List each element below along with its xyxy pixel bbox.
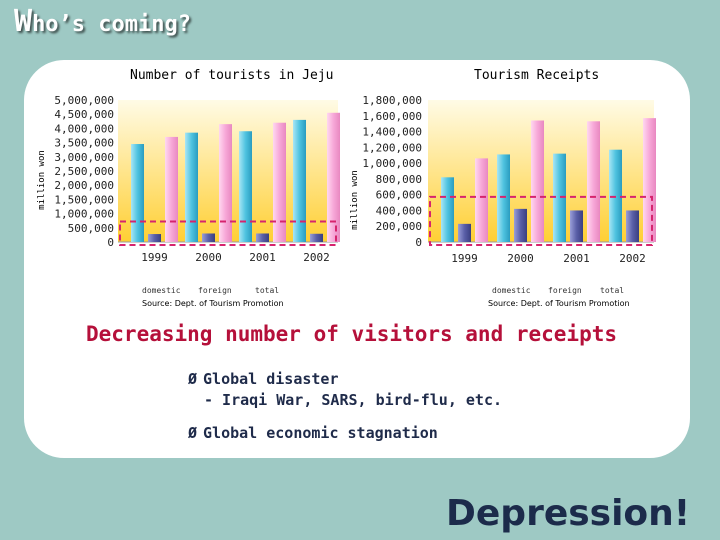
bar-total [643,118,656,242]
y-tick-label: 500,000 [68,222,114,235]
source-tourists: Source: Dept. of Tourism Promotion [142,299,284,308]
y-tick-label: 0 [415,236,422,249]
y-tick-label: 200,000 [376,220,422,233]
y-tick-label: 4,000,000 [54,122,114,135]
bar-foreign [202,233,215,242]
x-tick-label: 2001 [249,251,276,264]
y-tick-label: 1,200,000 [362,141,422,154]
bar-domestic [497,154,510,242]
foreign-highlight-box [429,195,653,247]
x-tick-label: 1999 [451,252,478,265]
y-tick-label: 600,000 [376,189,422,202]
x-tick-label: 2000 [195,251,222,264]
headline: Decreasing number of visitors and receip… [86,322,618,346]
source-receipts: Source: Dept. of Tourism Promotion [488,299,630,308]
legend-domestic: domestic [142,286,181,295]
y-axis-label: million won [350,170,360,230]
bar-total [165,136,178,242]
bar-domestic [553,153,566,242]
chart-title-receipts: Tourism Receipts [474,68,600,83]
bar-total [273,122,286,242]
bar-foreign [256,233,269,242]
y-tick-label: 1,800,000 [362,94,422,107]
x-tick-label: 2002 [619,252,646,265]
bar-domestic [441,177,454,242]
y-tick-label: 1,400,000 [362,126,422,139]
y-tick-label: 4,500,000 [54,108,114,121]
bullet-text: - Iraqi War, SARS, bird-flu, etc. [204,391,503,409]
x-tick-label: 2001 [563,252,590,265]
x-tick-label: 2002 [303,251,330,264]
x-tick-label: 2000 [507,252,534,265]
legend-foreign: foreign [198,286,232,295]
bullet-economic-stagnation: Ø Global economic stagnation [188,424,438,442]
chart-title-tourists: Number of tourists in Jeju [130,68,334,83]
bar-domestic [293,119,306,242]
y-axis-label: million won [37,150,47,210]
y-tick-label: 3,500,000 [54,137,114,150]
bar-domestic [185,132,198,242]
bar-domestic [239,131,252,242]
x-tick-label: 1999 [141,251,168,264]
title-first-letter: W [14,4,33,39]
bullet-text: Global disaster [203,370,339,388]
bar-domestic [609,149,622,242]
y-tick-label: 400,000 [376,204,422,217]
bullet-global-disaster: Ø Global disaster [188,370,339,388]
legend-total: total [600,286,624,295]
bar-total [219,124,232,242]
legend-total: total [255,286,279,295]
bullet-sub-item: - Iraqi War, SARS, bird-flu, etc. [204,391,502,409]
footer-depression: Depression! [446,493,691,534]
y-tick-label: 0 [107,236,114,249]
bar-total [587,121,600,242]
y-tick-label: 1,000,000 [362,157,422,170]
bar-foreign [310,233,323,242]
y-tick-label: 5,000,000 [54,94,114,107]
bar-foreign [626,210,639,242]
bar-foreign [514,208,527,242]
bar-domestic [131,144,144,242]
y-tick-label: 2,000,000 [54,179,114,192]
legend-domestic: domestic [492,286,531,295]
bar-foreign [570,210,583,242]
legend-foreign: foreign [548,286,582,295]
y-tick-label: 1,600,000 [362,110,422,123]
bar-total [531,120,544,242]
y-tick-label: 1,000,000 [54,208,114,221]
slide-title: Who’s coming? [14,4,191,39]
bar-total [327,112,340,242]
y-tick-label: 1,500,000 [54,193,114,206]
bar-foreign [148,234,161,242]
bullet-text: Global economic stagnation [203,424,438,442]
title-rest: ho’s coming? [32,12,192,37]
y-tick-label: 800,000 [376,173,422,186]
y-tick-label: 3,000,000 [54,151,114,164]
arrow-bullet-icon: Ø [188,370,198,388]
arrow-bullet-icon: Ø [188,424,198,442]
y-tick-label: 2,500,000 [54,165,114,178]
bar-total [475,158,488,242]
bar-foreign [458,223,471,242]
